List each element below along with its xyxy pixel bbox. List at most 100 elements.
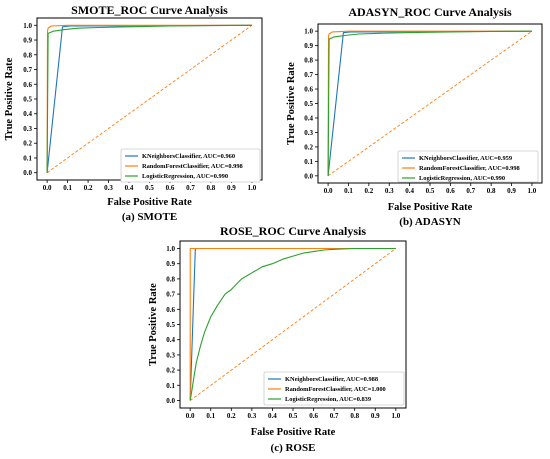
chance-diagonal-line [327, 30, 533, 177]
x-tick-label: 0.1 [63, 184, 72, 192]
y-tick-label: 0.3 [304, 129, 313, 137]
x-tick-label: 0.4 [125, 184, 134, 192]
x-tick-label: 0.2 [227, 412, 236, 420]
y-tick-label: 0.6 [166, 306, 175, 314]
x-tick-label: 0.1 [206, 412, 215, 420]
x-tick-label: 0.7 [330, 412, 339, 420]
legend-entry: RandomForestClassifier, AUC=0.998 [142, 163, 243, 170]
series-line [189, 247, 396, 401]
y-tick-label: 0.3 [23, 125, 32, 133]
legend-box [263, 371, 405, 406]
y-tick-label: 0.4 [166, 336, 175, 344]
chart-1: SMOTE_ROC Curve Analysis 0.0 0.1 0.2 0.3 0.4 0… [4, 3, 263, 223]
x-tick-label: 0.3 [247, 412, 256, 420]
y-tick-label: 0.6 [23, 81, 32, 89]
legend-entry: LogisticRegression, AUC=0.990 [419, 175, 505, 182]
y-tick-label: 0.1 [23, 154, 32, 162]
x-tick-label: 1.0 [528, 187, 537, 195]
y-tick-label: 0.5 [304, 100, 313, 108]
y-axis-label: True Positive Rate [4, 57, 15, 140]
chart-title: ADASYN_ROC Curve Analysis [348, 5, 512, 19]
x-axis-label: False Positive Rate [107, 197, 192, 208]
legend-entry: RandomForestClassifier, AUC=1.000 [285, 386, 386, 393]
x-tick-label: 0.5 [289, 412, 298, 420]
legend-entry: RandomForestClassifier, AUC=0.998 [419, 165, 520, 172]
x-tick-label: 0.0 [186, 412, 195, 420]
y-tick-label: 0.0 [304, 172, 313, 180]
x-tick-label: 0.0 [324, 187, 333, 195]
x-tick-label: 0.5 [426, 187, 435, 195]
x-tick-label: 0.7 [186, 184, 195, 192]
y-tick-label: 0.9 [23, 37, 32, 45]
x-tick-label: 0.9 [227, 184, 236, 192]
x-tick-label: 0.9 [507, 187, 516, 195]
chart-caption: (a) SMOTE [122, 211, 177, 223]
chart-caption: (c) ROSE [271, 442, 316, 454]
x-tick-label: 0.4 [268, 412, 277, 420]
y-tick-label: 0.0 [23, 169, 32, 177]
y-axis-label: True Positive Rate [286, 62, 297, 145]
x-tick-label: 0.8 [350, 412, 359, 420]
chart-2: ADASYN_ROC Curve Analysis 0.0 0.1 0.2 0.3 0.4… [286, 5, 543, 228]
legend-entry: KNeighborsClassifier, AUC=0.960 [142, 153, 235, 160]
y-tick-label: 0.9 [304, 42, 313, 50]
y-tick-label: 0.6 [304, 86, 313, 94]
y-tick-label: 0.4 [23, 110, 32, 118]
chance-diagonal-line [189, 248, 397, 401]
x-tick-label: 1.0 [391, 412, 400, 420]
x-tick-label: 0.6 [309, 412, 318, 420]
y-tick-label: 0.3 [166, 351, 175, 359]
x-tick-label: 0.2 [364, 187, 373, 195]
y-tick-label: 0.7 [23, 66, 32, 74]
x-tick-label: 0.8 [487, 187, 496, 195]
chart-title: ROSE_ROC Curve Analysis [220, 224, 366, 238]
x-tick-label: 0.6 [166, 184, 175, 192]
x-tick-label: 0.4 [405, 187, 414, 195]
legend-box [397, 150, 539, 183]
y-tick-label: 0.5 [166, 321, 175, 329]
x-tick-label: 0.7 [466, 187, 475, 195]
y-tick-label: 0.4 [304, 114, 313, 122]
series-line [189, 247, 396, 401]
y-tick-label: 0.1 [166, 382, 175, 390]
y-tick-label: 0.8 [23, 51, 32, 59]
y-tick-label: 0.7 [304, 71, 313, 79]
y-tick-label: 0.8 [166, 275, 175, 283]
y-tick-label: 0.9 [166, 260, 175, 268]
x-tick-label: 0.9 [371, 412, 380, 420]
y-tick-label: 1.0 [166, 245, 175, 253]
x-axis-label: False Positive Rate [251, 427, 336, 438]
y-tick-label: 0.1 [304, 158, 313, 166]
x-tick-label: 0.6 [446, 187, 455, 195]
legend-entry: LogisticRegression, AUC=0.839 [285, 396, 371, 403]
y-tick-label: 0.0 [166, 397, 175, 405]
x-tick-label: 0.2 [84, 184, 93, 192]
legend-entry: KNeighborsClassifier, AUC=0.959 [419, 155, 512, 162]
chart-3: ROSE_ROC Curve Analysis 0.0 0.1 0.2 0.3 0.4 0.… [148, 224, 407, 454]
x-tick-label: 0.5 [145, 184, 154, 192]
y-tick-label: 0.2 [23, 140, 32, 148]
x-tick-label: 1.0 [248, 184, 257, 192]
legend-entry: KNeighborsClassifier, AUC=0.988 [285, 376, 378, 383]
y-tick-label: 1.0 [304, 28, 313, 36]
chart-caption: (b) ADASYN [399, 216, 460, 228]
x-tick-label: 0.3 [104, 184, 113, 192]
series-line [327, 30, 532, 176]
legend-box [120, 148, 261, 183]
y-tick-label: 0.5 [23, 96, 32, 104]
series-line [46, 24, 252, 173]
legend-entry: LogisticRegression, AUC=0.990 [142, 173, 228, 180]
y-tick-label: 0.7 [166, 291, 175, 299]
x-axis-label: False Positive Rate [388, 202, 473, 213]
x-tick-label: 0.8 [207, 184, 216, 192]
y-tick-label: 0.2 [166, 367, 175, 375]
chance-diagonal-line [46, 24, 253, 174]
x-tick-label: 0.1 [344, 187, 353, 195]
y-tick-label: 1.0 [23, 22, 32, 30]
chart-title: SMOTE_ROC Curve Analysis [71, 3, 228, 17]
y-tick-label: 0.8 [304, 57, 313, 65]
y-axis-label: True Positive Rate [148, 283, 159, 366]
x-tick-label: 0.3 [385, 187, 394, 195]
y-tick-label: 0.2 [304, 143, 313, 151]
